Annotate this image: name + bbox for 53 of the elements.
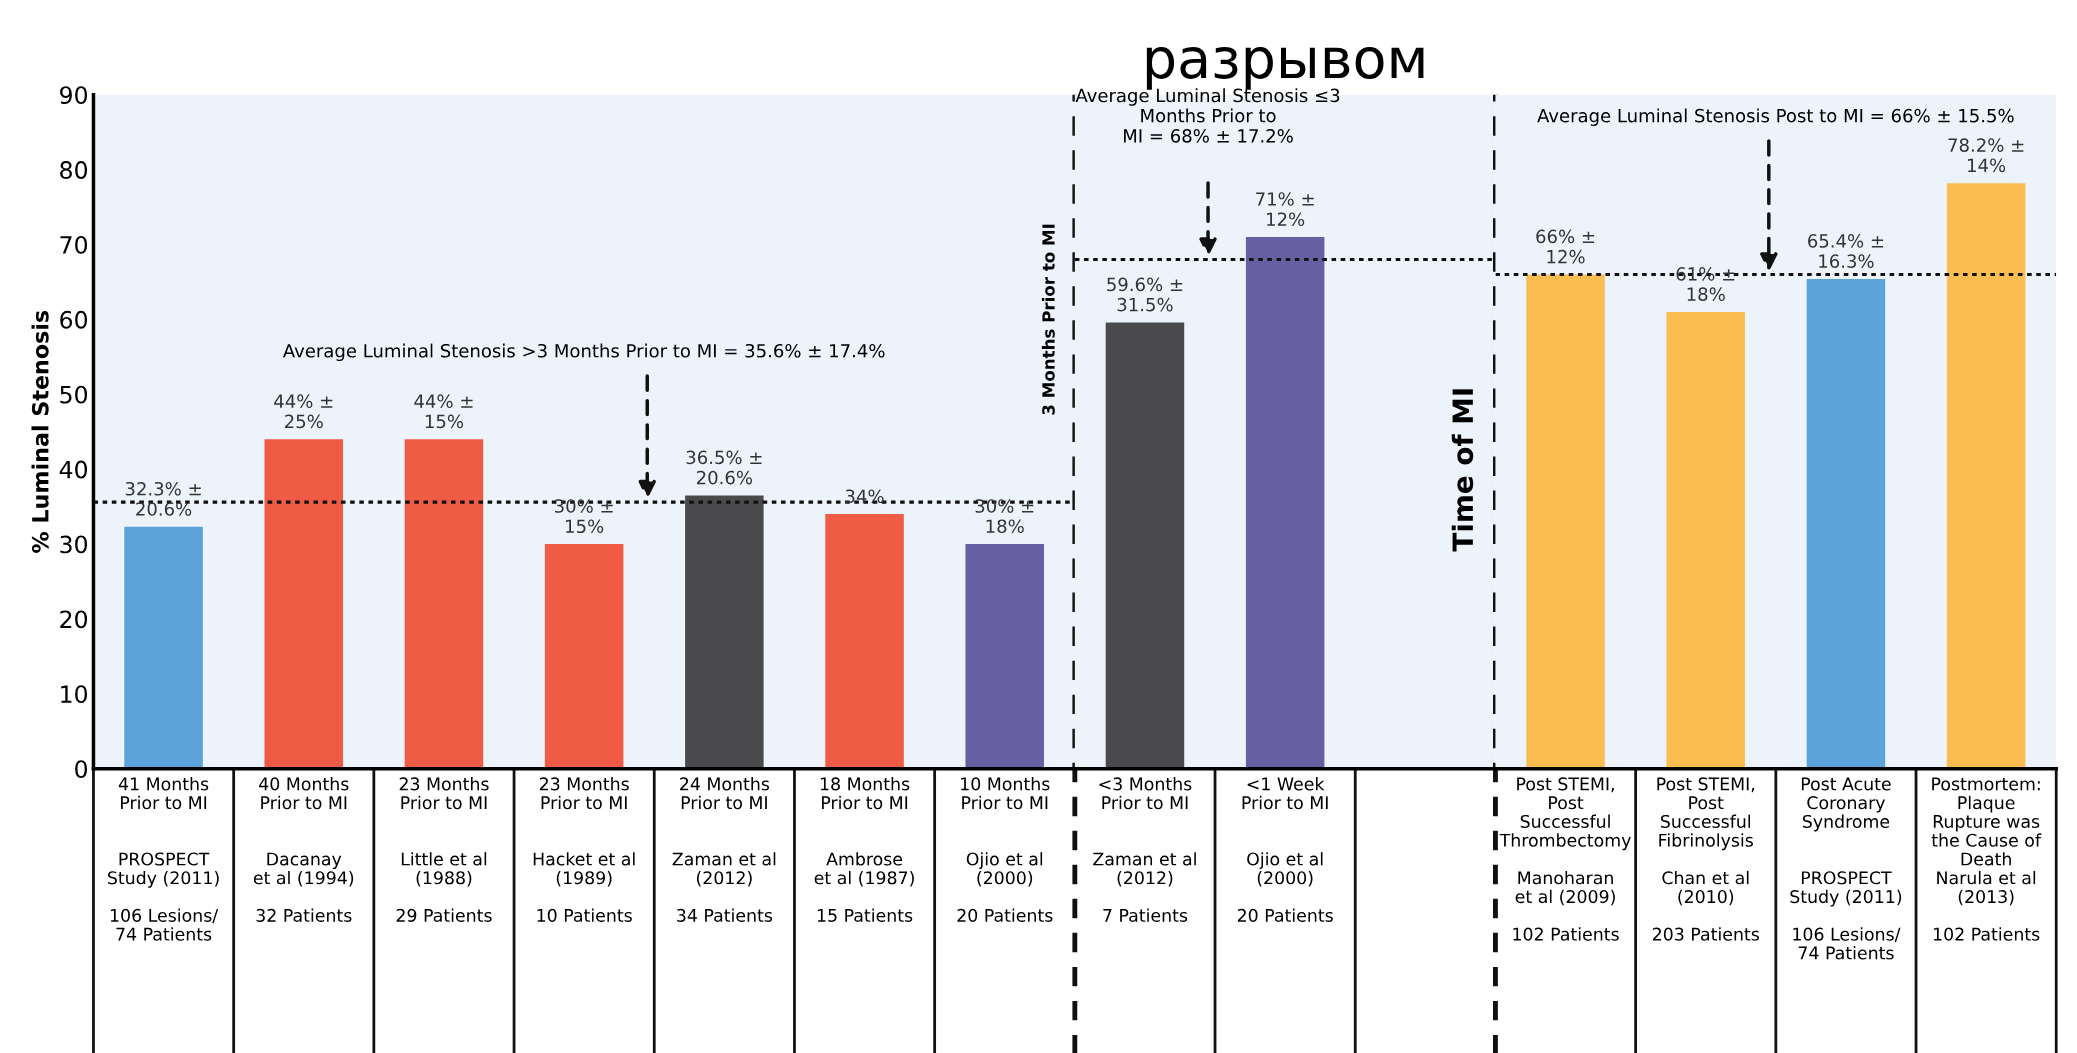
category-label: 41 Months Prior to MI PROSPECT Study (2011) 106 Lesions/ 74 Patients <box>108 777 219 941</box>
category-label: <3 Months Prior to MI Zaman et al (2012) 7 Patients <box>1093 777 1196 922</box>
category-label: 23 Months Prior to MI Little et al (1988) 29 Patients <box>396 777 492 922</box>
category-label: Post STEMI, Post Successful Fibrinolysis Chan et al (2010) 203 Patients <box>1652 777 1759 941</box>
ref-line-label: Average Luminal Stenosis >3 Months Prior to MI = 35.6% ± 17.4% <box>282 343 885 362</box>
data-label: 61% ± 18% <box>1676 267 1735 301</box>
category-label: 40 Months Prior to MI Dacanay et al (1994) 32 Patients <box>253 777 354 922</box>
bar <box>404 439 484 769</box>
y-tick-label: 70 <box>60 235 88 254</box>
y-tick-label: 0 <box>75 760 88 778</box>
category-label: Post Acute Coronary Syndrome PROSPECT Study (2011) 106 Lesions/ 74 Patients <box>1790 777 1902 960</box>
data-label: 59.6% ± 31.5% <box>1107 277 1183 312</box>
data-label: 30% ± 18% <box>975 499 1034 534</box>
category-label: Post STEMI, Post Successful Thrombectomy Manoharan et al (2009) 102 Patients <box>1499 777 1631 941</box>
y-tick-label: 20 <box>60 610 88 629</box>
bar <box>1806 278 1886 769</box>
bar <box>124 526 203 769</box>
category-label: 23 Months Prior to MI Hacket et al (1989) 10 Patients <box>533 777 635 922</box>
category-label: 10 Months Prior to MI Ojio et al (2000) 20 Patients <box>957 777 1053 922</box>
bar <box>825 514 904 769</box>
bar <box>965 544 1044 769</box>
category-label: <1 Week Prior to MI Ojio et al (2000) 20 Patients <box>1237 777 1333 922</box>
y-axis-title: % Luminal Stenosis <box>31 310 49 553</box>
bar <box>544 544 624 769</box>
data-label: 78.2% ± 14% <box>1948 138 2024 173</box>
data-label: 65.4% ± 16.3% <box>1808 234 1884 268</box>
category-label: 24 Months Prior to MI Zaman et al (2012) 34 Patients <box>672 777 776 922</box>
data-label: 71% ± 12% <box>1256 192 1314 227</box>
data-label: 36.5% ± 20.6% <box>686 450 762 485</box>
data-label: 30% ± 15% <box>555 499 613 534</box>
data-label: 66% ± 12% <box>1536 229 1595 264</box>
text: Time of MI <box>1451 389 1474 552</box>
y-tick-label: 80 <box>60 161 88 179</box>
category-label: Postmortem: Plaque Rupture was the Cause of Death Narula et al (2013) 102 Patients <box>1931 777 2042 941</box>
data-label: 44% ± 25% <box>274 394 333 429</box>
y-tick-label: 50 <box>60 385 88 404</box>
data-label: 34% <box>845 489 884 504</box>
annotation: 3 Months Prior to MI <box>1041 224 1055 415</box>
bar <box>1526 274 1605 769</box>
y-tick-label: 60 <box>60 310 88 329</box>
chart-title: разрывом <box>1146 46 1424 90</box>
y-tick-label: 40 <box>59 460 88 479</box>
ref-line-label: Average Luminal Stenosis Post to MI = 66% ± 15.5% <box>1537 108 2014 126</box>
bar <box>1666 311 1745 769</box>
y-tick-label: 90 <box>60 86 88 105</box>
y-tick-label: 10 <box>61 685 88 704</box>
bar <box>264 439 344 769</box>
bar <box>1946 183 2026 769</box>
y-tick-label: 30 <box>60 535 88 554</box>
data-label: 32.3% ± 20.6% <box>125 481 201 516</box>
category-label: 18 Months Prior to MI Ambrose et al (1987) 15 Patients <box>814 777 914 922</box>
bar <box>685 495 764 769</box>
data-label: 44% ± 15% <box>414 394 473 429</box>
